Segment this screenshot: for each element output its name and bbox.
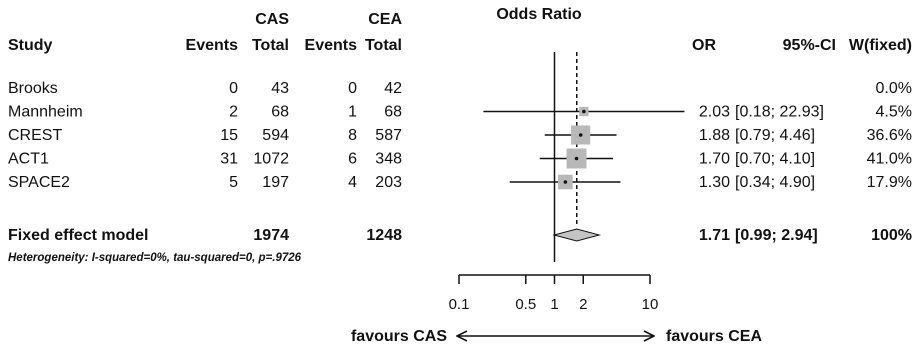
study-name: Mannheim bbox=[8, 104, 83, 121]
study-or: 1.30 bbox=[699, 174, 730, 191]
study-name: ACT1 bbox=[8, 151, 49, 168]
cea-events: 6 bbox=[348, 151, 357, 168]
study-name: Brooks bbox=[8, 80, 58, 97]
point-estimate bbox=[582, 109, 586, 114]
cas-events: 31 bbox=[220, 151, 238, 168]
study-or: 2.03 bbox=[699, 104, 730, 121]
col-header-cas-total: Total bbox=[252, 37, 289, 54]
cas-total: 68 bbox=[271, 104, 289, 121]
pooled-or: 1.71 bbox=[699, 227, 730, 244]
study-weight: 0.0% bbox=[876, 80, 912, 97]
pooled-cas-total: 1974 bbox=[253, 227, 289, 244]
study-row-space2: SPACE2 5 197 4 203 1.30 [0.34; 4.90] 17.9% bbox=[8, 174, 912, 191]
col-header-cea-events: Events bbox=[305, 37, 358, 54]
col-header-weight: W(fixed) bbox=[849, 37, 912, 54]
cas-total: 1072 bbox=[253, 151, 289, 168]
plot-marks bbox=[483, 106, 685, 242]
chart-title: Odds Ratio bbox=[496, 6, 582, 23]
col-header-ci: 95%-CI bbox=[783, 37, 836, 54]
cea-total: 42 bbox=[384, 80, 402, 97]
favours-left-label: favours CAS bbox=[351, 328, 447, 345]
cas-events: 15 bbox=[220, 127, 238, 144]
cea-events: 8 bbox=[348, 127, 357, 144]
study-name: SPACE2 bbox=[8, 174, 70, 191]
x-tick-label-2: 2 bbox=[579, 296, 587, 313]
cas-events: 0 bbox=[229, 80, 238, 97]
study-ci: [0.79; 4.46] bbox=[735, 127, 815, 144]
study-row-brooks: Brooks 0 43 0 42 0.0% bbox=[8, 80, 912, 97]
cas-group-header: CAS bbox=[255, 11, 289, 28]
study-ci: [0.70; 4.10] bbox=[735, 151, 815, 168]
pooled-weight: 100% bbox=[871, 227, 912, 244]
x-axis: 0.1 0.5 1 2 10 bbox=[449, 52, 659, 313]
study-weight: 41.0% bbox=[867, 151, 912, 168]
heterogeneity-note: Heterogeneity: I-squared=0%, tau-squared… bbox=[8, 252, 302, 264]
point-estimate bbox=[578, 133, 583, 137]
study-name: CREST bbox=[8, 127, 62, 144]
col-header-or: OR bbox=[692, 37, 716, 54]
study-marker-crest bbox=[544, 125, 617, 145]
study-row-act1: ACT1 31 1072 6 348 1.70 [0.70; 4.10] 41.0% bbox=[8, 151, 912, 168]
study-weight: 4.5% bbox=[876, 104, 912, 121]
col-header-cea-total: Total bbox=[365, 37, 402, 54]
pooled-name: Fixed effect model bbox=[8, 227, 148, 244]
x-tick-label-0.1: 0.1 bbox=[449, 296, 470, 313]
cas-events: 5 bbox=[229, 174, 238, 191]
study-row-mannheim: Mannheim 2 68 1 68 2.03 [0.18; 22.93] 4.5% bbox=[8, 104, 912, 121]
study-ci: [0.34; 4.90] bbox=[735, 174, 815, 191]
cas-total: 43 bbox=[271, 80, 289, 97]
favours-right-label: favours CEA bbox=[666, 328, 762, 345]
study-marker-act1 bbox=[539, 148, 614, 169]
cea-events: 0 bbox=[348, 80, 357, 97]
x-tick-label-0.5: 0.5 bbox=[515, 296, 536, 313]
pooled-cea-total: 1248 bbox=[366, 227, 402, 244]
pooled-ci: [0.99; 2.94] bbox=[735, 227, 818, 244]
cas-total: 197 bbox=[262, 174, 289, 191]
cea-group-header: CEA bbox=[368, 11, 402, 28]
study-or: 1.88 bbox=[699, 127, 730, 144]
x-tick-label-10: 10 bbox=[642, 296, 659, 313]
cea-total: 68 bbox=[384, 104, 402, 121]
point-estimate bbox=[563, 180, 568, 184]
pooled-diamond bbox=[552, 228, 602, 242]
cea-events: 1 bbox=[348, 104, 357, 121]
cas-total: 594 bbox=[262, 127, 289, 144]
study-rows: Brooks 0 43 0 42 0.0%Mannheim 2 68 1 68 2.03 [0.18;… bbox=[8, 80, 912, 191]
study-or: 1.70 bbox=[699, 151, 730, 168]
cea-total: 203 bbox=[375, 174, 402, 191]
col-header-study: Study bbox=[8, 37, 53, 54]
study-marker-space2 bbox=[509, 174, 621, 190]
cea-events: 4 bbox=[348, 174, 357, 191]
cas-events: 2 bbox=[229, 104, 238, 121]
study-marker-mannheim bbox=[483, 106, 685, 117]
cea-total: 587 bbox=[375, 127, 402, 144]
col-header-cas-events: Events bbox=[186, 37, 239, 54]
study-weight: 36.6% bbox=[867, 127, 912, 144]
point-estimate bbox=[574, 156, 579, 161]
study-weight: 17.9% bbox=[867, 174, 912, 191]
study-row-crest: CREST 15 594 8 587 1.88 [0.79; 4.46] 36.6% bbox=[8, 127, 912, 144]
cea-total: 348 bbox=[375, 151, 402, 168]
study-ci: [0.18; 22.93] bbox=[735, 104, 824, 121]
x-tick-label-1: 1 bbox=[550, 296, 558, 313]
